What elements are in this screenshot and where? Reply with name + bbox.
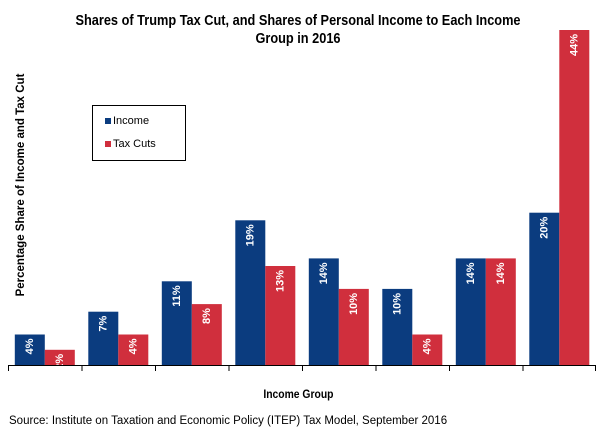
legend-entry-income: Income — [105, 115, 149, 127]
legend: Income Tax Cuts — [92, 105, 186, 161]
data-label-income-6: 10% — [391, 293, 403, 315]
data-label-tax-cuts-3: 8% — [201, 308, 213, 324]
bar-tax-cuts-4 — [265, 266, 296, 365]
bar-income-3 — [161, 281, 192, 366]
data-label-income-3: 11% — [171, 285, 183, 307]
legend-swatch-income — [105, 118, 111, 124]
data-label-tax-cuts-2: 4% — [127, 338, 139, 354]
bar-tax-cuts-5 — [338, 288, 369, 365]
data-label-tax-cuts-1: 2% — [54, 354, 66, 370]
bar-income-2 — [88, 311, 119, 365]
data-label-income-4: 19% — [244, 224, 256, 246]
bar-income-7 — [455, 258, 486, 365]
data-label-income-7: 14% — [465, 262, 477, 284]
bar-income-6 — [382, 288, 413, 365]
source-note: Source: Institute on Taxation and Econom… — [9, 415, 448, 427]
legend-label-tax-cuts: Tax Cuts — [113, 138, 156, 150]
data-label-income-2: 7% — [97, 315, 109, 331]
legend-label-income: Income — [113, 115, 150, 127]
bar-income-8 — [529, 212, 560, 365]
data-label-income-8: 20% — [538, 216, 550, 238]
bar-income-5 — [308, 258, 339, 365]
data-label-tax-cuts-4: 13% — [274, 270, 286, 292]
data-label-income-1: 4% — [24, 338, 36, 354]
bar-income-1 — [14, 334, 45, 365]
bar-tax-cuts-8 — [559, 30, 590, 365]
bar-tax-cuts-1 — [44, 349, 75, 365]
chart-title-line-2: Group in 2016 — [255, 31, 341, 47]
data-label-tax-cuts-5: 10% — [348, 293, 360, 315]
bar-tax-cuts-6 — [412, 334, 443, 365]
data-label-income-5: 14% — [318, 262, 330, 284]
bar-tax-cuts-3 — [191, 304, 222, 365]
data-label-tax-cuts-6: 4% — [421, 338, 433, 354]
legend-swatch-tax-cuts — [105, 141, 111, 147]
bar-tax-cuts-2 — [118, 334, 149, 365]
data-label-tax-cuts-8: 44% — [568, 34, 580, 56]
legend-entry-tax-cuts: Tax Cuts — [105, 138, 156, 150]
chart-title-line-1: Shares of Trump Tax Cut, and Shares of P… — [75, 13, 521, 29]
x-axis-title: Income Group — [263, 389, 334, 401]
bar-income-4 — [235, 220, 266, 365]
bar-tax-cuts-7 — [485, 258, 516, 365]
chart-title: Shares of Trump Tax Cut, and Shares of P… — [36, 12, 560, 48]
data-label-tax-cuts-7: 14% — [495, 262, 507, 284]
